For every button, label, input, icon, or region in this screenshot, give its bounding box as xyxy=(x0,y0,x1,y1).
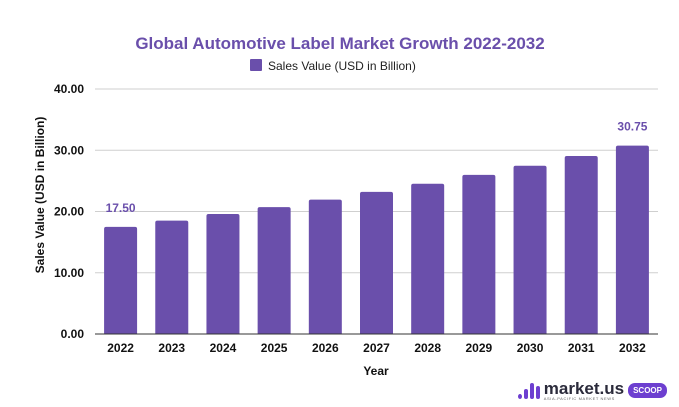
bar-2032 xyxy=(615,145,649,334)
x-tick-label: 2027 xyxy=(363,341,390,355)
x-tick-label: 2028 xyxy=(414,341,441,355)
x-tick-label: 2026 xyxy=(312,341,339,355)
logo-name: market.us xyxy=(543,379,625,398)
y-axis-ticks: 0.00 10.00 20.00 30.00 40.00 xyxy=(54,82,84,341)
bar-2025 xyxy=(257,207,291,334)
bars xyxy=(104,145,649,334)
legend: Sales Value (USD in Billion) xyxy=(250,59,416,73)
y-tick-label: 40.00 xyxy=(54,82,84,96)
chart-title: Global Automotive Label Market Growth 20… xyxy=(135,34,544,53)
bar-2029 xyxy=(462,174,496,334)
bar-2026 xyxy=(308,199,342,334)
market-us-logo: market.us ASIA-PACIFIC MARKET NEWS SCOOP xyxy=(517,379,667,401)
bar-2031 xyxy=(564,155,598,334)
logo-badge: SCOOP xyxy=(628,383,667,398)
x-tick-label: 2022 xyxy=(107,341,134,355)
y-tick-label: 30.00 xyxy=(54,143,84,157)
x-tick-label: 2023 xyxy=(158,341,185,355)
data-label: 30.75 xyxy=(617,120,647,134)
x-tick-label: 2031 xyxy=(568,341,595,355)
x-tick-label: 2032 xyxy=(619,341,646,355)
x-tick-label: 2025 xyxy=(261,341,288,355)
data-labels: 17.50 30.75 xyxy=(106,120,648,215)
bar-2024 xyxy=(206,214,240,334)
y-tick-label: 10.00 xyxy=(54,266,84,280)
logo-tagline: ASIA-PACIFIC MARKET NEWS xyxy=(543,396,615,401)
y-tick-label: 20.00 xyxy=(54,205,84,219)
bar-2028 xyxy=(411,183,445,334)
x-tick-label: 2030 xyxy=(517,341,544,355)
legend-swatch xyxy=(250,59,262,71)
x-tick-label: 2029 xyxy=(466,341,493,355)
legend-label: Sales Value (USD in Billion) xyxy=(268,59,416,73)
y-axis-label: Sales Value (USD in Billion) xyxy=(33,117,47,274)
x-axis-label: Year xyxy=(363,364,389,378)
bar-2023 xyxy=(155,220,189,334)
x-tick-label: 2024 xyxy=(210,341,237,355)
bar-2030 xyxy=(513,165,547,334)
data-label: 17.50 xyxy=(106,201,136,215)
logo-bars-icon xyxy=(517,382,540,399)
bar-2022 xyxy=(104,226,138,334)
x-axis-ticks: 2022 2023 2024 2025 2026 2027 2028 2029 2030 2031… xyxy=(107,341,646,355)
y-tick-label: 0.00 xyxy=(61,327,85,341)
bar-2027 xyxy=(360,191,393,334)
